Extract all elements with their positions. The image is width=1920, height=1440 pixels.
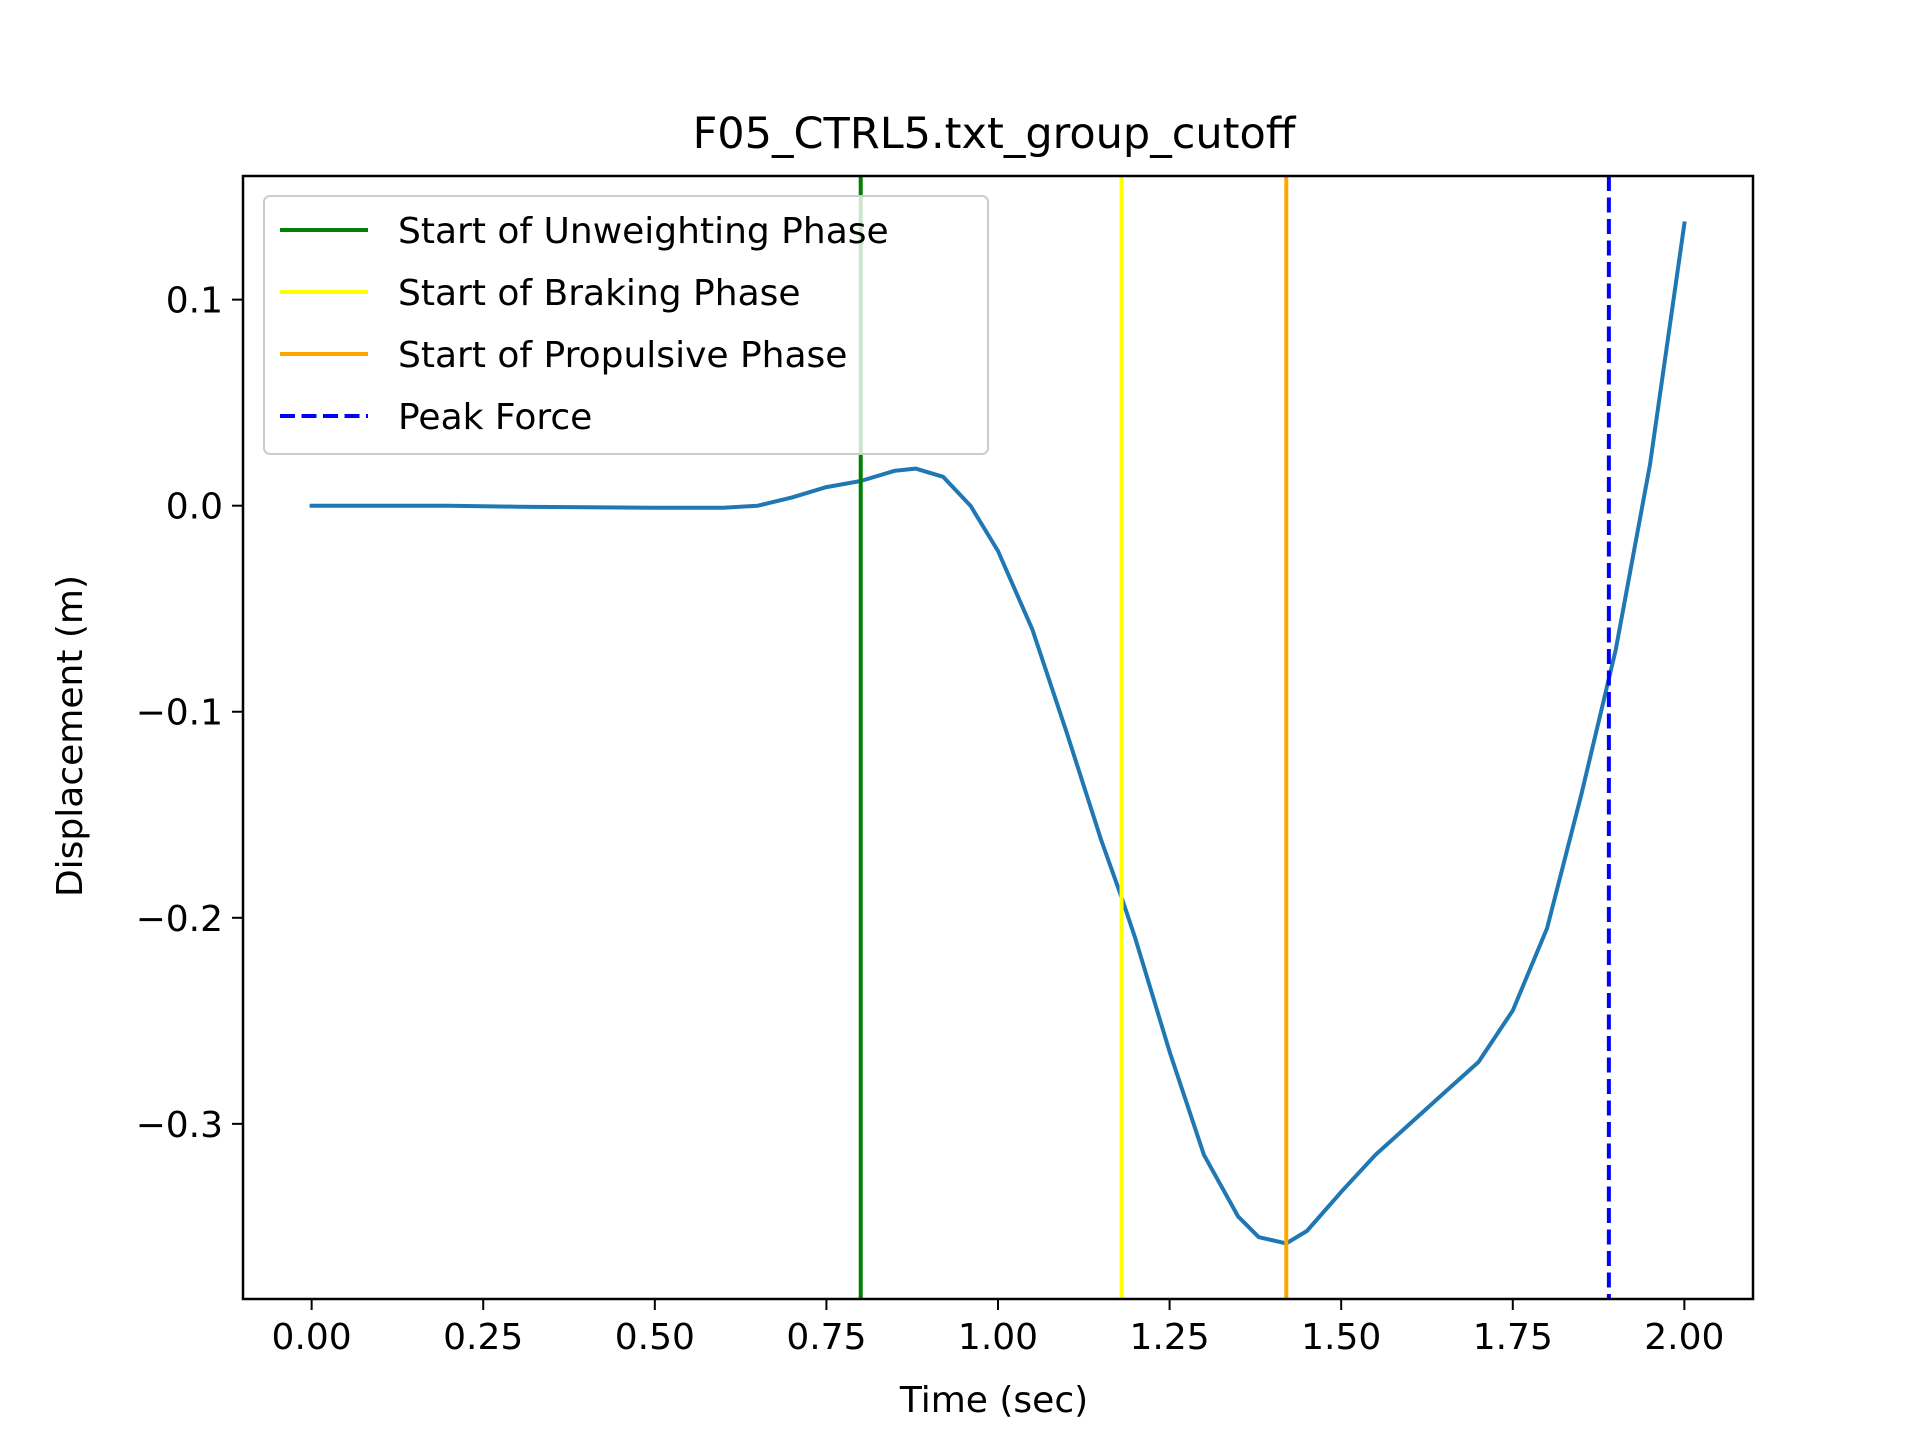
- y-axis-label: Displacement (m): [50, 575, 91, 897]
- x-tick-label: 0.50: [615, 1317, 695, 1358]
- x-tick-label: 1.75: [1473, 1317, 1553, 1358]
- x-axis: 0.00 0.25 0.50 0.75 1.00 1.25 1.50 1.75 2.00: [272, 1299, 1724, 1358]
- y-tick-label: −0.3: [136, 1105, 223, 1146]
- y-axis: 0.1 0.0 −0.1 −0.2 −0.3: [136, 281, 243, 1146]
- legend-label: Start of Unweighting Phase: [398, 211, 889, 252]
- x-axis-label: Time (sec): [899, 1380, 1088, 1421]
- x-tick-label: 0.75: [786, 1317, 866, 1358]
- legend: Start of Unweighting Phase Start of Braki…: [263, 195, 989, 455]
- x-tick-label: 1.25: [1130, 1317, 1210, 1358]
- x-tick-label: 1.00: [958, 1317, 1038, 1358]
- series-line-0: [309, 221, 1687, 1246]
- y-tick-label: 0.1: [166, 281, 223, 322]
- chart-title: F05_CTRL5.txt_group_cutoff: [693, 109, 1297, 159]
- x-tick-label: 0.25: [443, 1317, 523, 1358]
- legend-label: Start of Braking Phase: [398, 273, 801, 314]
- x-tick-label: 0.00: [272, 1317, 352, 1358]
- legend-box: [263, 195, 989, 455]
- legend-label: Start of Propulsive Phase: [398, 335, 847, 376]
- x-tick-label: 1.50: [1301, 1317, 1381, 1358]
- legend-label: Peak Force: [398, 397, 592, 438]
- y-tick-label: 0.0: [166, 487, 223, 528]
- y-tick-label: −0.2: [136, 899, 223, 940]
- y-tick-label: −0.1: [136, 693, 223, 734]
- x-tick-label: 2.00: [1644, 1317, 1724, 1358]
